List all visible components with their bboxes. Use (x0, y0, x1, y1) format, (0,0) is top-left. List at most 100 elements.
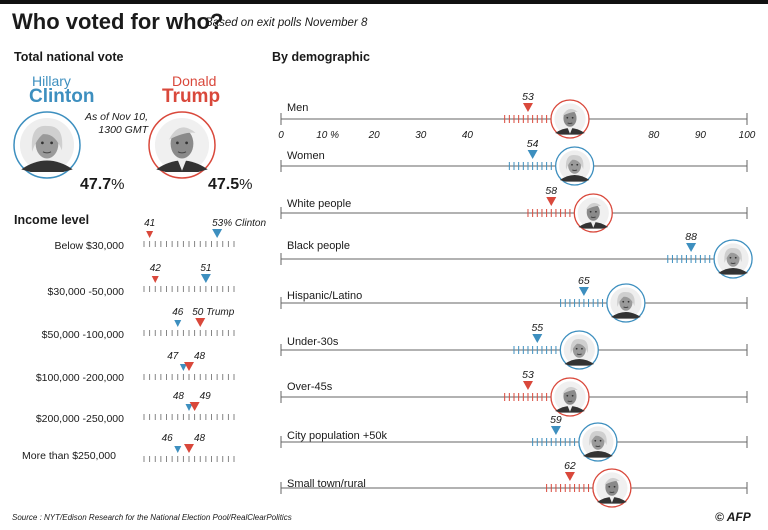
demo-portrait-eye-left (608, 485, 611, 488)
demo-portrait (592, 468, 632, 508)
demo-portrait-hair (724, 247, 742, 263)
demo-label-black: Black people (287, 240, 350, 252)
demo-portrait (713, 239, 753, 279)
income-trump-marker (184, 444, 194, 453)
as-of-note: As of Nov 10, 1300 GMT (80, 111, 148, 137)
demo-value-label: 54 (527, 138, 539, 150)
demo-portrait-hair (604, 477, 620, 485)
income-clinton-marker (174, 446, 182, 453)
demo-portrait-shoulders (583, 450, 613, 458)
demo-portrait-mouth (623, 306, 629, 309)
income-clinton-label: 53% Clinton (212, 218, 266, 229)
trump-portrait-large (148, 111, 216, 179)
demo-scale-label: 80 (648, 130, 660, 141)
demo-value-label: 62 (564, 460, 576, 472)
income-trump-label: 48 (194, 433, 206, 444)
demo-scale-label: 20 (368, 130, 381, 141)
income-trump-label: 48 (194, 351, 206, 362)
demo-value-label: 65 (578, 275, 590, 287)
demo-scale-label: 90 (695, 130, 707, 141)
demo-portrait-hair (617, 291, 635, 307)
trump-first-name: Donald (172, 73, 217, 89)
demo-portrait-eye-right (571, 394, 574, 397)
demo-marker (546, 197, 557, 206)
demo-value-label: 53 (522, 369, 534, 381)
demo-value-label: 53 (522, 91, 534, 103)
income-clinton-label: 46 (172, 307, 184, 318)
income-trump-marker (151, 276, 159, 283)
income-clinton-label: 46 (162, 433, 174, 444)
demo-label-rural: Small town/rural (287, 478, 366, 490)
demo-label-over45: Over-45s (287, 381, 333, 393)
demo-portrait-eye-right (571, 116, 574, 119)
demo-value-label: 59 (550, 414, 562, 426)
demo-portrait-mouth (730, 262, 736, 265)
income-trump-label: 41 (144, 218, 155, 229)
demo-portrait-mouth (609, 491, 615, 494)
demo-value-label: 55 (531, 322, 543, 334)
demo-portrait-mouth (567, 400, 573, 403)
clinton-pct-unit: % (111, 176, 125, 193)
clinton-portrait-large-mouth (42, 151, 52, 154)
clinton-portrait-large-hair (31, 125, 63, 152)
demo-label-under30: Under-30s (287, 336, 339, 348)
demo-portrait-eye-right (599, 439, 602, 442)
demo-portrait-eye-left (622, 300, 625, 303)
demo-portrait-eye-right (734, 256, 737, 259)
demo-portrait (606, 283, 646, 323)
income-trump-marker (146, 231, 154, 238)
demo-label-hispanic: Hispanic/Latino (287, 290, 363, 302)
income-trump-label: 42 (150, 263, 162, 274)
income-label-2: $30,000 -50,000 (47, 286, 124, 298)
demo-portrait-hair (585, 202, 602, 210)
income-clinton-label: 47 (167, 351, 179, 362)
demo-label-city: City population +50k (287, 430, 387, 442)
demo-marker (686, 243, 697, 252)
demographic-heading: By demographic (272, 50, 370, 64)
demo-portrait-shoulders (559, 174, 590, 182)
top-rule (0, 0, 768, 4)
demo-label-men: Men (287, 102, 309, 114)
income-label-3: $50,000 -100,000 (41, 329, 124, 341)
income-label-5: $200,000 -250,000 (35, 413, 124, 425)
demo-portrait (550, 377, 590, 417)
demo-portrait-hair (562, 108, 578, 116)
clinton-portrait-large-eye-right (50, 141, 53, 145)
trump-portrait-large-hair (169, 127, 196, 140)
demo-value-label: 58 (545, 185, 557, 197)
source-note: Source : NYT/Edison Research for the Nat… (12, 513, 292, 522)
income-label-6: More than $250,000 (22, 450, 116, 462)
demo-portrait (573, 193, 613, 233)
demo-portrait-hair (565, 154, 584, 170)
income-trump-marker (184, 362, 194, 371)
demo-scale-label: 30 (415, 130, 427, 141)
demo-portrait-hair (562, 386, 578, 394)
income-label-4: $100,000 -200,000 (35, 372, 124, 384)
demo-value-label: 88 (685, 231, 697, 243)
trump-portrait-large-mouth (177, 151, 187, 154)
income-clinton-marker (200, 274, 211, 283)
trump-portrait-large-eye-right (185, 141, 188, 145)
demo-scale-label: 100 (739, 130, 756, 141)
clinton-portrait-large-shoulders (21, 160, 73, 173)
clinton-national-pct: 47.7% (80, 176, 124, 194)
demo-portrait-eye-left (589, 210, 592, 213)
demo-portrait-shirt (608, 495, 616, 503)
demo-portrait-shirt (566, 126, 574, 134)
demo-portrait-eye-right (581, 347, 583, 350)
income-clinton-label: 48 (173, 391, 185, 402)
income-label-1: Below $30,000 (54, 240, 124, 252)
demo-portrait-eye-right (613, 485, 616, 488)
page-title: Who voted for who? (12, 9, 224, 34)
income-clinton-marker (174, 320, 182, 327)
clinton-last-name: Clinton (29, 86, 95, 107)
demo-marker (564, 472, 575, 481)
demo-portrait-hair (570, 338, 589, 354)
trump-portrait-large-shirt (176, 157, 188, 171)
trump-portrait-large-eye-left (176, 141, 179, 145)
demo-portrait-eye-right (595, 210, 597, 213)
demo-portrait (578, 422, 618, 462)
clinton-pct-value: 47.7 (80, 176, 112, 193)
demo-scale-label: 40 (462, 130, 474, 141)
